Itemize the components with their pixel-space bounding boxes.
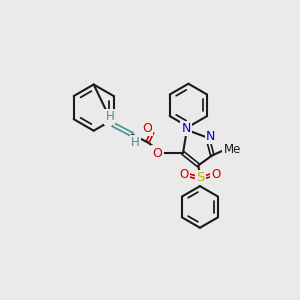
Text: O: O <box>212 168 221 181</box>
Text: H: H <box>106 110 114 123</box>
Text: N: N <box>182 122 191 135</box>
Text: O: O <box>142 122 152 135</box>
Text: Me: Me <box>224 143 241 156</box>
Text: O: O <box>153 146 163 160</box>
Text: H: H <box>131 136 140 149</box>
Text: O: O <box>179 168 188 181</box>
Text: N: N <box>206 130 215 142</box>
Text: S: S <box>196 171 205 184</box>
